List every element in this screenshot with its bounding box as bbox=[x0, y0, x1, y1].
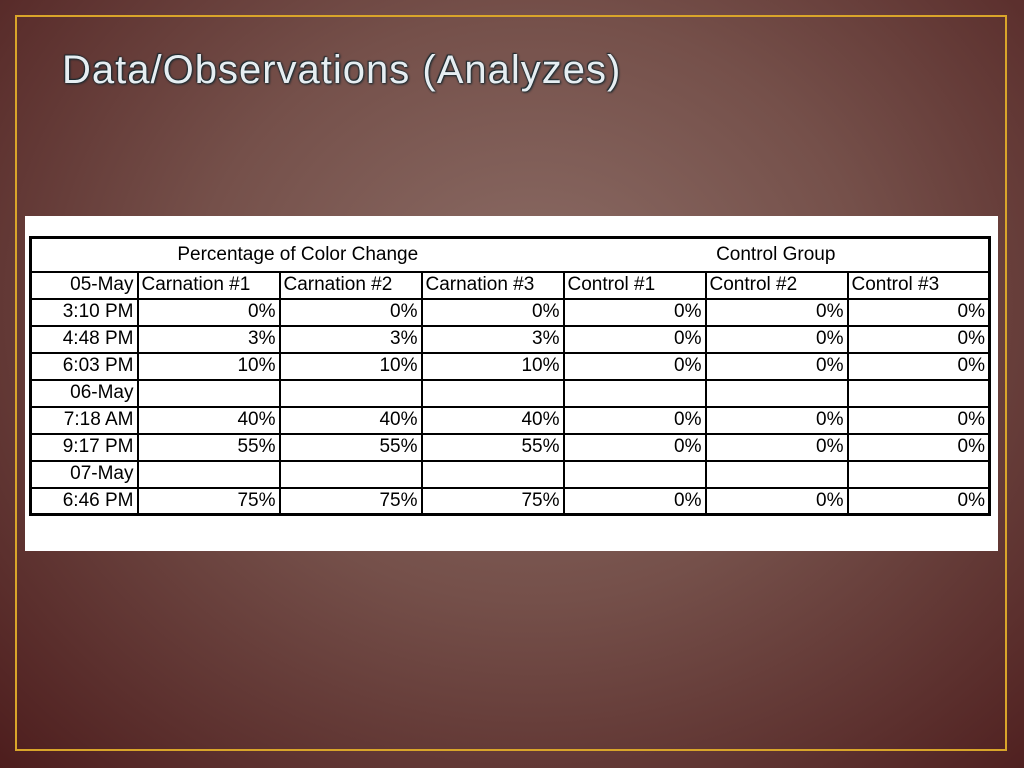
empty-cell bbox=[846, 459, 991, 489]
cell: 0% bbox=[704, 486, 849, 516]
cell: 0% bbox=[136, 297, 281, 327]
column-header: Carnation #2 bbox=[278, 270, 423, 300]
table-panel: Percentage of Color Change Control Group 0… bbox=[25, 216, 998, 551]
row-label: 07-May bbox=[29, 459, 139, 489]
cell: 0% bbox=[704, 432, 849, 462]
cell: 0% bbox=[562, 405, 707, 435]
cell: 75% bbox=[278, 486, 423, 516]
cell: 0% bbox=[704, 324, 849, 354]
cell: 55% bbox=[136, 432, 281, 462]
column-header: Control #1 bbox=[562, 270, 707, 300]
cell: 0% bbox=[562, 324, 707, 354]
group-header: Control Group bbox=[563, 236, 990, 273]
column-header: Control #3 bbox=[846, 270, 991, 300]
row: 7:18 AM 40% 40% 40% 0% 0% 0% bbox=[29, 405, 991, 435]
cell: 0% bbox=[562, 432, 707, 462]
empty-cell bbox=[846, 378, 991, 408]
cell: 0% bbox=[704, 297, 849, 327]
empty-cell bbox=[278, 378, 423, 408]
cell: 0% bbox=[704, 351, 849, 381]
title: Data/Observations (Analyzes) bbox=[62, 48, 622, 92]
cell: 40% bbox=[420, 405, 565, 435]
table: Percentage of Color Change Control Group 0… bbox=[29, 236, 991, 516]
column-header: Carnation #3 bbox=[420, 270, 565, 300]
group-row: Percentage of Color Change Control Group bbox=[30, 236, 990, 273]
row-label: 9:17 PM bbox=[29, 432, 139, 462]
cell: 0% bbox=[846, 486, 991, 516]
empty-cell bbox=[420, 378, 565, 408]
empty-cell bbox=[704, 459, 849, 489]
row: 6:46 PM 75% 75% 75% 0% 0% 0% bbox=[29, 486, 991, 516]
empty-cell bbox=[562, 459, 707, 489]
cell: 75% bbox=[136, 486, 281, 516]
cell: 0% bbox=[704, 405, 849, 435]
header-row: 05-May Carnation #1 Carnation #2 Carnation … bbox=[29, 270, 991, 300]
row-label: 6:46 PM bbox=[29, 486, 139, 516]
cell: 10% bbox=[278, 351, 423, 381]
cell: 0% bbox=[846, 351, 991, 381]
cell: 0% bbox=[562, 297, 707, 327]
cell: 0% bbox=[846, 324, 991, 354]
cell: 0% bbox=[846, 405, 991, 435]
cell: 3% bbox=[420, 324, 565, 354]
empty-cell bbox=[704, 378, 849, 408]
cell: 3% bbox=[136, 324, 281, 354]
row: 6:03 PM 10% 10% 10% 0% 0% 0% bbox=[29, 351, 991, 381]
cell: 3% bbox=[278, 324, 423, 354]
empty-cell bbox=[136, 459, 281, 489]
cell: 0% bbox=[562, 351, 707, 381]
row: 07-May bbox=[29, 459, 991, 489]
cell: 55% bbox=[420, 432, 565, 462]
cell: 55% bbox=[278, 432, 423, 462]
cell: 40% bbox=[278, 405, 423, 435]
column-header: 05-May bbox=[29, 270, 139, 300]
row-label: 4:48 PM bbox=[29, 324, 139, 354]
column-header: Control #2 bbox=[704, 270, 849, 300]
cell: 10% bbox=[420, 351, 565, 381]
cell: 0% bbox=[562, 486, 707, 516]
cell: 0% bbox=[278, 297, 423, 327]
row: 3:10 PM 0% 0% 0% 0% 0% 0% bbox=[29, 297, 991, 327]
cell: 0% bbox=[846, 432, 991, 462]
row-label: 3:10 PM bbox=[29, 297, 139, 327]
row-label: 6:03 PM bbox=[29, 351, 139, 381]
empty-cell bbox=[136, 378, 281, 408]
frame bbox=[15, 15, 1007, 751]
cell: 0% bbox=[846, 297, 991, 327]
cell: 10% bbox=[136, 351, 281, 381]
empty-cell bbox=[278, 459, 423, 489]
empty-cell bbox=[562, 378, 707, 408]
cell: 0% bbox=[420, 297, 565, 327]
row-label: 7:18 AM bbox=[29, 405, 139, 435]
row: 9:17 PM 55% 55% 55% 0% 0% 0% bbox=[29, 432, 991, 462]
row: 06-May bbox=[29, 378, 991, 408]
column-header: Carnation #1 bbox=[136, 270, 281, 300]
group-header: Percentage of Color Change bbox=[30, 236, 564, 273]
empty-cell bbox=[420, 459, 565, 489]
row-label: 06-May bbox=[29, 378, 139, 408]
row: 4:48 PM 3% 3% 3% 0% 0% 0% bbox=[29, 324, 991, 354]
cell: 75% bbox=[420, 486, 565, 516]
cell: 40% bbox=[136, 405, 281, 435]
